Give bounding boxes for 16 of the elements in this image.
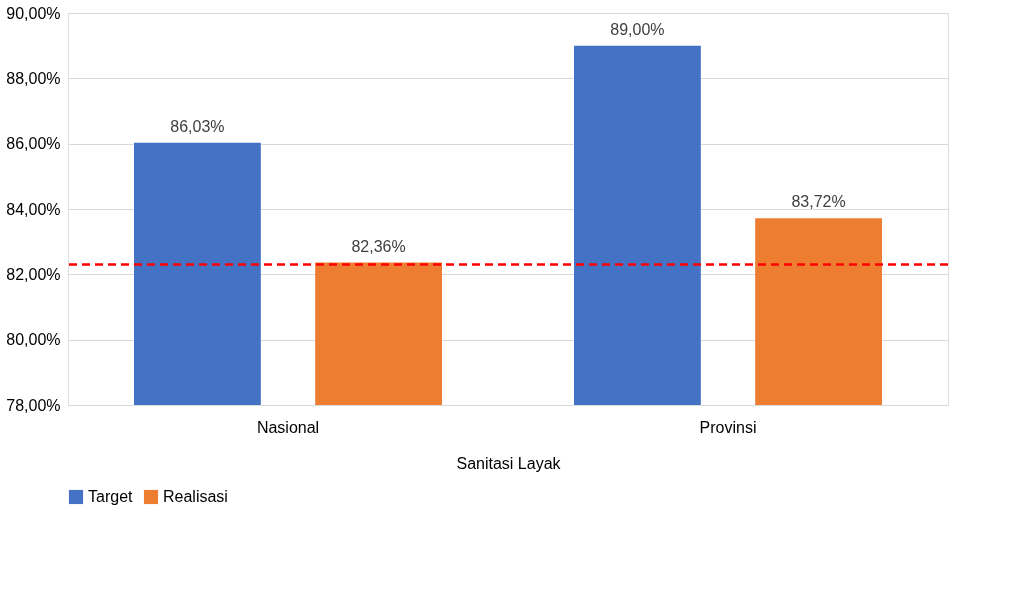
data-label: 86,03% — [170, 117, 225, 135]
x-axis-title: Sanitasi Layak — [456, 454, 562, 472]
y-tick-label: 88,00% — [6, 69, 61, 87]
y-tick-label: 90,00% — [6, 4, 61, 22]
x-tick-label: Nasional — [256, 418, 320, 436]
legend-label: Target — [88, 488, 134, 505]
y-tick-label: 82,00% — [6, 265, 61, 283]
y-tick-label: 86,00% — [6, 135, 61, 153]
y-tick-label: 80,00% — [6, 331, 61, 349]
data-label: 82,36% — [351, 237, 406, 255]
x-tick-label: Provinsi — [699, 418, 757, 436]
data-label: 89,00% — [610, 20, 665, 38]
y-tick-label: 78,00% — [6, 396, 61, 414]
data-label: 83,72% — [791, 193, 846, 211]
y-tick-label: 84,00% — [6, 200, 61, 218]
legend-label: Realisasi — [163, 488, 228, 505]
